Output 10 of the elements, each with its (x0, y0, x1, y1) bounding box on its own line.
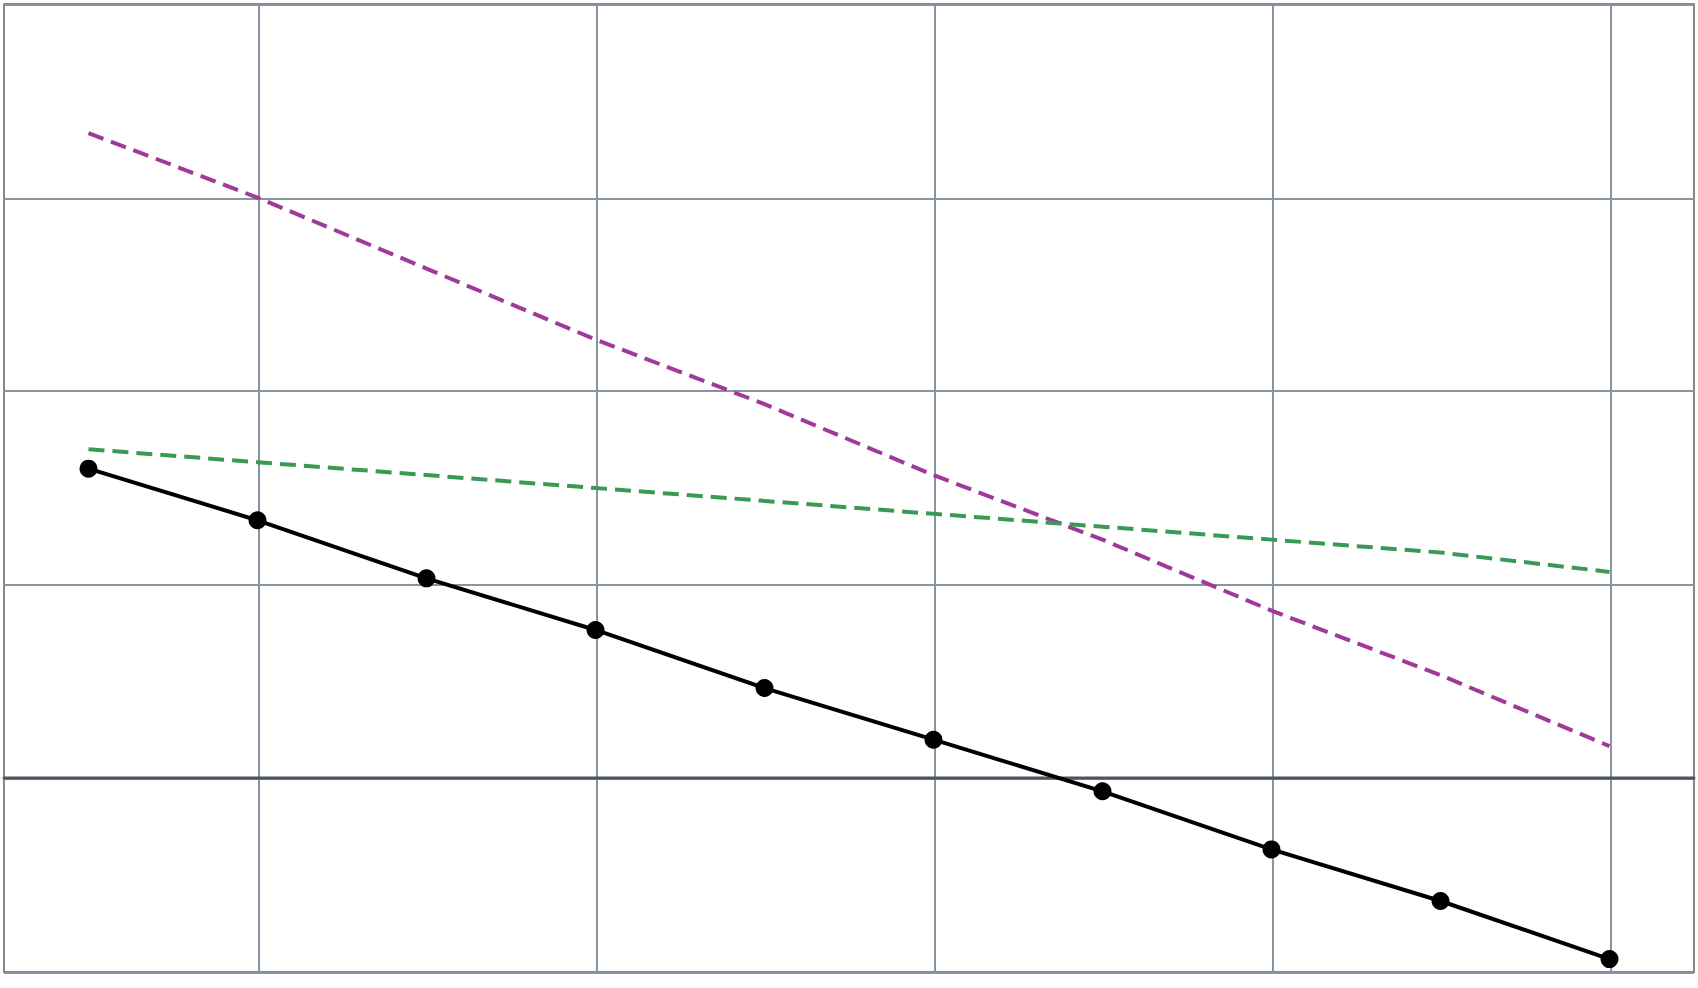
point (755, 679, 774, 698)
point (1262, 840, 1281, 859)
point (1093, 782, 1112, 801)
point (924, 730, 943, 749)
point (417, 569, 436, 588)
point (79, 459, 98, 478)
point (1600, 950, 1619, 969)
point (1431, 892, 1450, 911)
point (248, 511, 267, 530)
point (586, 620, 605, 639)
